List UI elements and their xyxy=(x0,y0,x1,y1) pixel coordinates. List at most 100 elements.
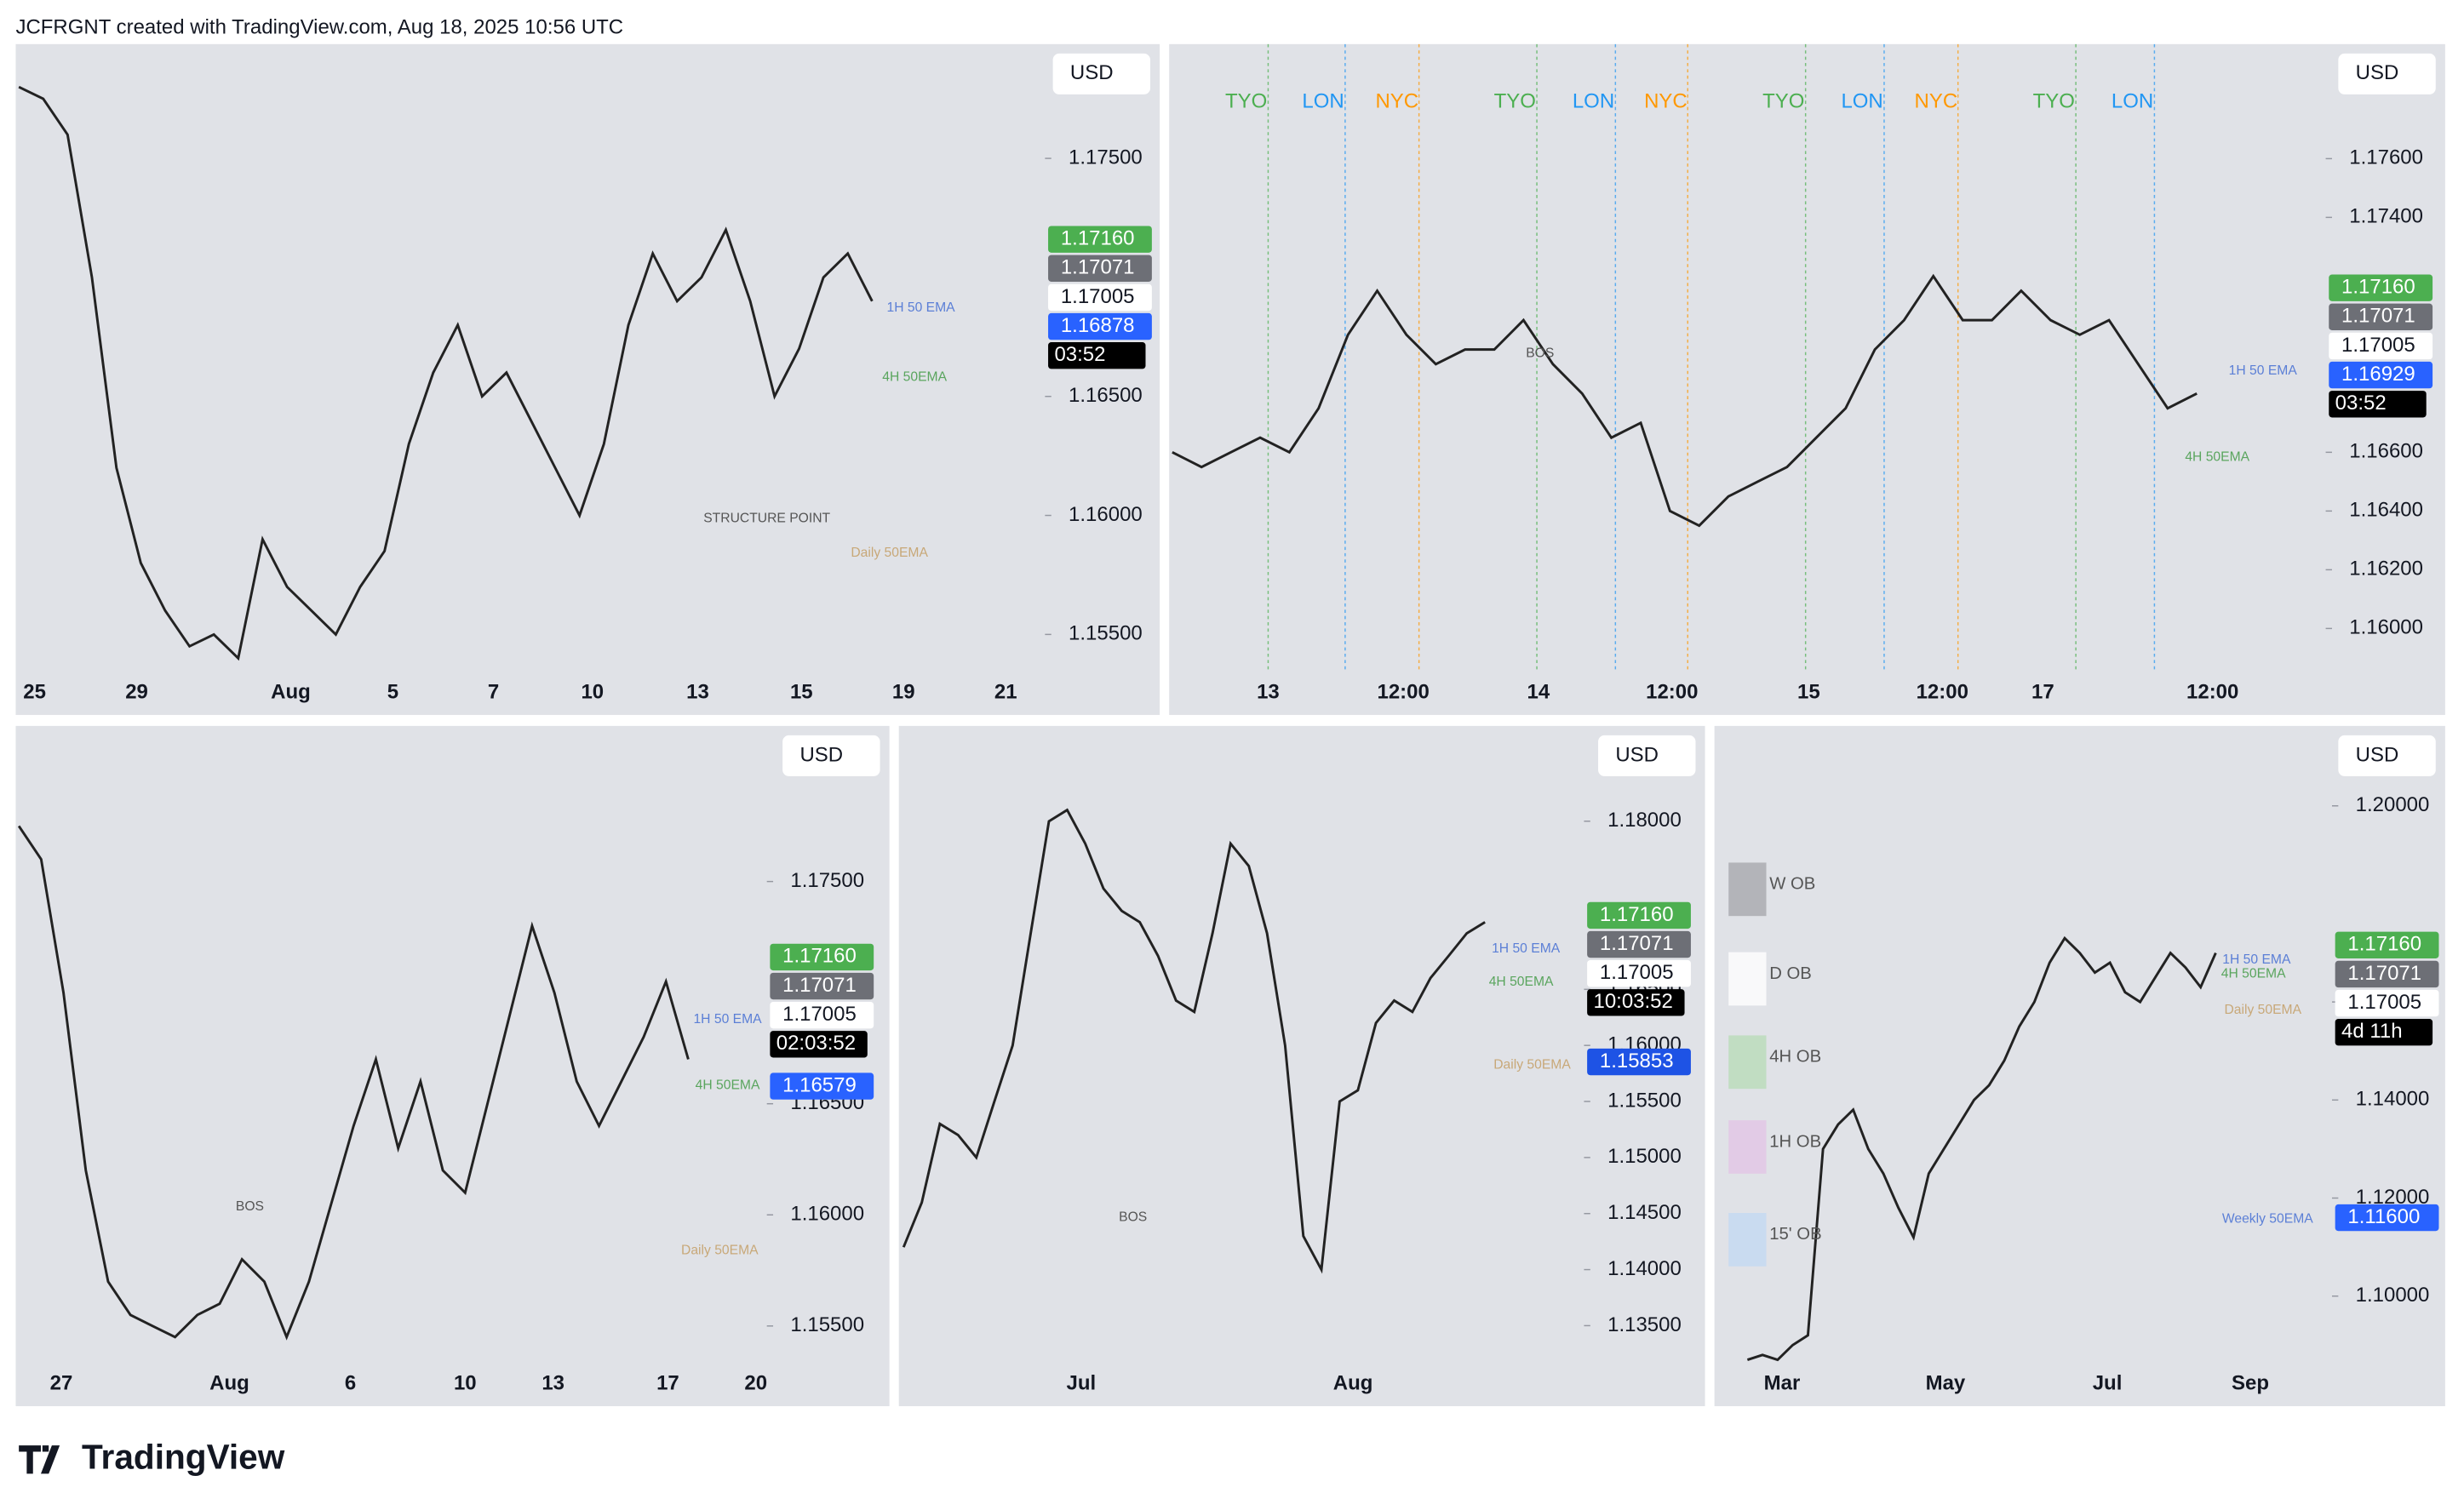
y-tick-label: 1.14500 xyxy=(1607,1201,1682,1224)
currency-button[interactable] xyxy=(1598,735,1696,776)
price-tag-label: 1.17160 xyxy=(1600,903,1674,926)
price-tag-label: 1.17071 xyxy=(2347,962,2421,985)
y-tick-label: 1.18000 xyxy=(1607,809,1682,832)
y-tick-label: 1.17400 xyxy=(2349,205,2423,228)
price-tag xyxy=(2329,361,2433,389)
countdown: 02:03:52 xyxy=(776,1032,856,1055)
y-tick-label: 1.17600 xyxy=(2349,146,2423,169)
y-tick-label: 1.15500 xyxy=(1607,1089,1682,1112)
chart-panel: TYO LON NYC TYO LON NYC TYO LON NYC TYO LON 1.17600… xyxy=(1169,43,2445,715)
x-tick-label: Aug xyxy=(1333,1372,1373,1395)
x-tick-label: 21 xyxy=(994,680,1017,703)
legend-label: 4H OB xyxy=(1769,1048,1821,1067)
price-tag xyxy=(1048,312,1152,340)
legend-swatch xyxy=(1728,862,1767,917)
x-tick-label: 13 xyxy=(1257,680,1280,703)
logo-icon xyxy=(19,1445,60,1474)
annotation: BOS xyxy=(236,1199,264,1214)
price-tag-label: 1.17005 xyxy=(2341,334,2415,357)
x-tick-label: 25 xyxy=(23,680,46,703)
price-tag xyxy=(770,1072,874,1100)
annotation: BOS xyxy=(1119,1210,1147,1225)
y-tick-label: 1.15500 xyxy=(1069,622,1143,645)
price-tag-label: 1.17160 xyxy=(2347,933,2421,956)
chart-panel: 1.200001.160001.140001.120001.10000MarMa… xyxy=(1714,725,2445,1407)
panel-background xyxy=(898,725,1705,1407)
price-tag xyxy=(1048,226,1152,253)
currency-label[interactable]: USD xyxy=(1615,743,1659,766)
x-tick-label: 27 xyxy=(50,1372,73,1395)
annotation: 1H 50 EMA xyxy=(693,1012,762,1027)
session-label: TYO xyxy=(2033,89,2075,112)
chart-panel: 1.17500 1.16500 1.16000 1.15500 25 29 Aug 5 7 10 1… xyxy=(15,43,1160,715)
y-tick-label: 1.16500 xyxy=(1069,384,1143,407)
countdown-tag xyxy=(1587,989,1685,1016)
countdown: 03:52 xyxy=(2335,392,2387,415)
annotation: 4H 50EMA xyxy=(2185,449,2249,464)
y-tick-label: 1.10000 xyxy=(2356,1284,2430,1307)
annotation: Daily 50EMA xyxy=(2224,1003,2301,1017)
x-tick-label: 12:00 xyxy=(2186,680,2238,703)
legend-swatch xyxy=(1728,1035,1767,1090)
price-tag xyxy=(2335,989,2439,1017)
x-tick-label: 6 xyxy=(345,1372,356,1395)
price-tag xyxy=(1587,901,1691,929)
currency-label[interactable]: USD xyxy=(1070,61,1114,84)
price-tag xyxy=(770,972,874,1000)
price-tag-label: 1.16878 xyxy=(1061,314,1135,337)
session-label: TYO xyxy=(1494,89,1536,112)
currency-button[interactable] xyxy=(782,735,880,776)
price-tag-label: 1.17005 xyxy=(1061,285,1135,308)
y-tick-label: 1.15000 xyxy=(1607,1145,1682,1168)
y-tick-label: 1.17500 xyxy=(790,869,864,892)
annotation: 4H 50EMA xyxy=(1489,975,1554,989)
x-tick-label: 5 xyxy=(387,680,398,703)
price-tag-label: 1.17005 xyxy=(1600,961,1674,984)
annotation: 1H 50 EMA xyxy=(2229,363,2298,378)
panel-background xyxy=(1169,43,2445,715)
currency-button[interactable] xyxy=(2338,735,2436,776)
session-label: TYO xyxy=(1762,89,1804,112)
countdown-tag xyxy=(2335,1019,2433,1046)
legend-label: D OB xyxy=(1769,964,1812,983)
y-tick-label: 1.20000 xyxy=(2356,793,2430,816)
currency-label[interactable]: USD xyxy=(2356,61,2399,84)
x-tick-label: Mar xyxy=(1764,1372,1801,1395)
legend-swatch xyxy=(1728,952,1767,1006)
x-tick-label: 14 xyxy=(1527,680,1550,703)
x-tick-label: 19 xyxy=(892,680,915,703)
x-tick-label: Aug xyxy=(209,1372,249,1395)
x-tick-label: Jul xyxy=(2093,1372,2123,1395)
legend-swatch xyxy=(1728,1120,1767,1174)
session-label: NYC xyxy=(1644,89,1688,112)
x-tick-label: Sep xyxy=(2232,1372,2269,1395)
countdown-tag xyxy=(770,1031,868,1058)
y-tick-label: 1.16400 xyxy=(2349,499,2423,522)
currency-label[interactable]: USD xyxy=(799,743,843,766)
price-tag-label: 1.16929 xyxy=(2341,363,2415,386)
x-tick-label: 29 xyxy=(125,680,148,703)
annotation: Daily 50EMA xyxy=(1493,1058,1571,1072)
x-tick-label: Aug xyxy=(271,680,311,703)
currency-label[interactable]: USD xyxy=(2356,743,2399,766)
x-tick-label: 17 xyxy=(2031,680,2054,703)
price-tag xyxy=(770,943,874,971)
price-tag-label: 1.11600 xyxy=(2347,1205,2420,1228)
x-tick-label: 15 xyxy=(1797,680,1820,703)
price-tag-label: 1.17071 xyxy=(782,974,857,997)
legend-label: 1H OB xyxy=(1769,1132,1821,1151)
currency-button[interactable] xyxy=(1052,53,1151,94)
price-line xyxy=(17,825,690,1341)
session-label: LON xyxy=(1573,89,1614,112)
y-tick-label: 1.13500 xyxy=(1607,1313,1682,1336)
session-label: TYO xyxy=(1225,89,1267,112)
price-line xyxy=(1172,273,2198,528)
x-tick-label: 13 xyxy=(686,680,709,703)
price-line xyxy=(18,85,874,661)
session-label: NYC xyxy=(1915,89,1958,112)
currency-button[interactable] xyxy=(2338,53,2436,94)
annotation: Daily 50EMA xyxy=(681,1243,759,1257)
price-tag xyxy=(1048,255,1152,282)
x-tick-label: 7 xyxy=(488,680,499,703)
price-tag-label: 1.17071 xyxy=(1061,256,1135,279)
